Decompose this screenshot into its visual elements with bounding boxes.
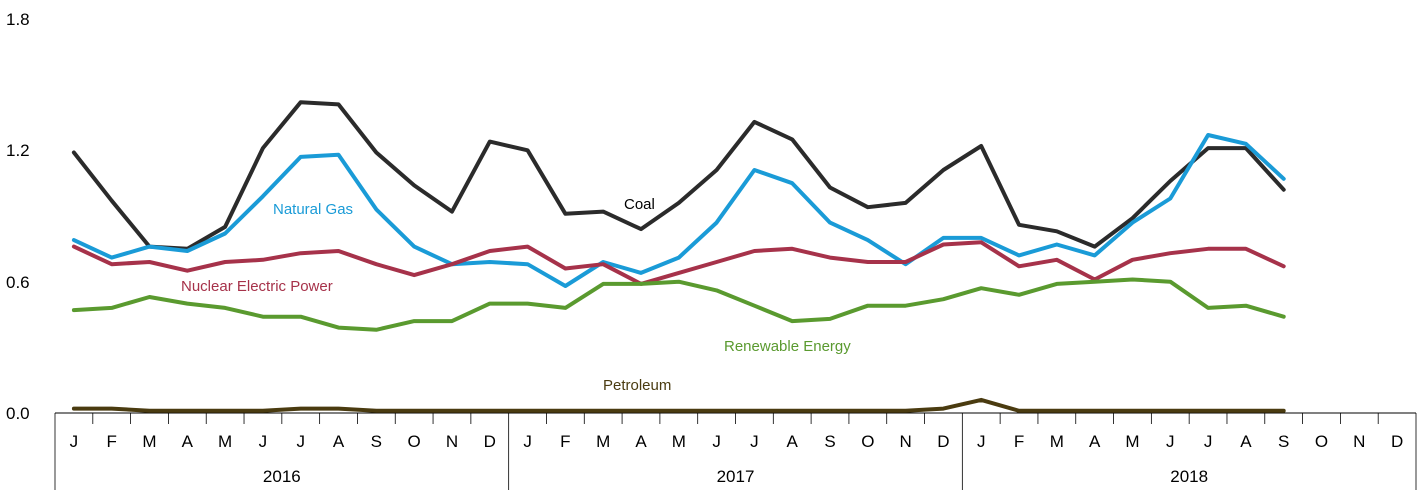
series-label-coal: Coal (624, 196, 655, 213)
month-tick-label: J (296, 432, 305, 451)
month-tick-label: F (107, 432, 117, 451)
series-line-nuclear-electric-power (71, 240, 1286, 286)
month-tick-label: J (1166, 432, 1175, 451)
month-tick-label: M (596, 432, 610, 451)
month-tick-label: J (523, 432, 532, 451)
month-tick-label: A (1240, 432, 1252, 451)
month-tick-label: O (861, 432, 874, 451)
month-tick-label: J (259, 432, 268, 451)
y-tick-label: 1.2 (6, 141, 30, 160)
series-lines (71, 100, 1286, 413)
series-line-natural-gas (71, 133, 1286, 288)
month-tick-label: A (1089, 432, 1101, 451)
month-tick-label: O (408, 432, 421, 451)
month-tick-label: J (977, 432, 986, 451)
month-tick-label: O (1315, 432, 1328, 451)
year-label: 2017 (717, 467, 755, 486)
month-tick-label: M (672, 432, 686, 451)
series-label-natural-gas: Natural Gas (273, 201, 353, 218)
series-label-nuclear-electric-power: Nuclear Electric Power (181, 278, 333, 295)
month-tick-label: A (787, 432, 799, 451)
month-tick-label: M (1050, 432, 1064, 451)
month-tick-label: M (1125, 432, 1139, 451)
month-tick-label: D (484, 432, 496, 451)
month-tick-label: A (635, 432, 647, 451)
month-tick-label: N (446, 432, 458, 451)
series-line-renewable-energy (71, 277, 1286, 332)
month-tick-label: N (899, 432, 911, 451)
month-tick-label: J (70, 432, 79, 451)
y-tick-label: 0.0 (6, 404, 30, 423)
y-axis-tick-labels: 0.0 0.6 1.2 1.8 (6, 10, 30, 423)
series-line-coal (71, 100, 1286, 251)
month-tick-label: M (142, 432, 156, 451)
month-tick-label: S (824, 432, 835, 451)
y-tick-label: 1.8 (6, 10, 30, 29)
month-tick-label: N (1353, 432, 1365, 451)
month-tick-label: J (750, 432, 759, 451)
month-tick-label: J (712, 432, 721, 451)
month-tick-label: S (371, 432, 382, 451)
year-label: 2016 (263, 467, 301, 486)
y-tick-label: 0.6 (6, 273, 30, 292)
year-label: 2018 (1170, 467, 1208, 486)
series-label-petroleum: Petroleum (603, 377, 671, 394)
month-tick-label: A (182, 432, 194, 451)
month-tick-label: D (937, 432, 949, 451)
month-tick-label: A (333, 432, 345, 451)
x-axis: J F M A M J J A S O N D J F M A M J J A S O N D J F M A M J J A S O N D 2016… (54, 412, 1417, 490)
month-tick-label: S (1278, 432, 1289, 451)
month-tick-label: F (560, 432, 570, 451)
month-tick-label: F (1014, 432, 1024, 451)
month-tick-label: J (1204, 432, 1213, 451)
series-labels: Coal Natural Gas Nuclear Electric Power … (181, 196, 851, 394)
month-tick-label: M (218, 432, 232, 451)
series-line-petroleum (71, 397, 1286, 413)
series-label-renewable-energy: Renewable Energy (724, 338, 851, 355)
month-tick-label: D (1391, 432, 1403, 451)
